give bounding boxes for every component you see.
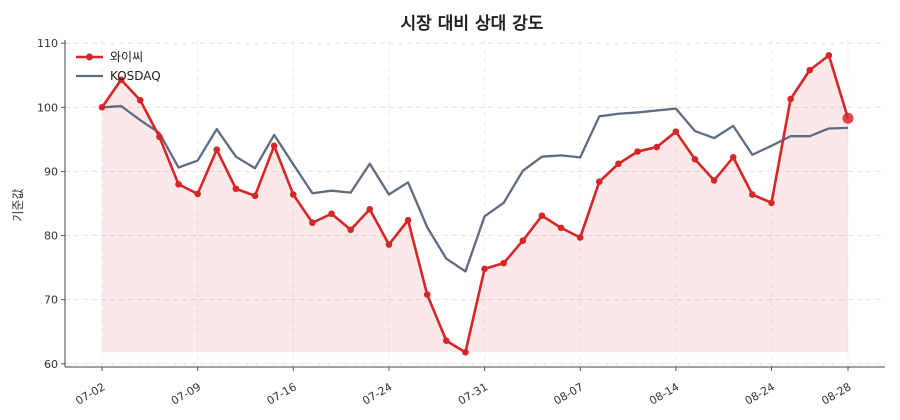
y-axis-label: 기준값 [11, 188, 25, 221]
data-point [500, 259, 507, 267]
chart-title: 시장 대비 상대 강도 [401, 14, 544, 34]
data-point [404, 216, 412, 224]
y-tick-label: 80 [44, 230, 58, 243]
y-tick-label: 110 [37, 37, 58, 50]
data-point [251, 192, 259, 200]
data-point [328, 210, 335, 218]
y-tick-label: 100 [37, 101, 58, 114]
x-tick-label: 08-07 [552, 380, 586, 407]
x-tick-label: 07-31 [456, 380, 490, 407]
x-tick-label: 07-24 [360, 380, 394, 407]
series-line-ycy [100, 54, 850, 354]
data-point [309, 219, 316, 227]
legend-label-ycy: 와이씨 [110, 50, 143, 64]
data-point [710, 177, 718, 184]
data-point [347, 226, 354, 234]
data-point [366, 205, 374, 213]
legend: 와이씨 KOSDAQ [76, 50, 161, 83]
data-point [156, 133, 163, 141]
y-tick-label: 60 [44, 358, 58, 371]
series-layer [98, 52, 854, 356]
data-point [232, 185, 240, 193]
data-point [749, 191, 756, 198]
data-point [270, 142, 278, 150]
data-point [117, 76, 125, 84]
x-tick-label: 08-14 [647, 380, 681, 407]
data-point [691, 155, 699, 163]
data-point [653, 143, 661, 151]
data-point [787, 95, 794, 103]
data-point [672, 128, 680, 135]
data-point [538, 212, 546, 219]
data-point [385, 241, 393, 248]
y-tick-label: 90 [44, 165, 58, 178]
data-point [596, 178, 603, 185]
data-point [634, 148, 641, 155]
data-point [806, 66, 814, 74]
series-line-kosdaq [101, 104, 849, 273]
data-point [136, 96, 144, 104]
data-point-last [842, 112, 854, 124]
x-tick-label: 08-24 [743, 380, 777, 407]
data-point [825, 52, 833, 59]
x-tick-label: 07-09 [169, 380, 203, 407]
grid-lines [65, 40, 885, 367]
data-point [194, 190, 201, 198]
x-tick-label: 08-28 [819, 380, 853, 407]
legend-label-kosdaq: KOSDAQ [110, 69, 161, 83]
y-tick-label: 70 [44, 294, 58, 307]
data-point [729, 154, 737, 161]
data-point [213, 146, 221, 153]
data-point [462, 348, 469, 356]
series-area-fill [102, 55, 848, 353]
data-point [768, 199, 775, 207]
x-tick-label: 07-16 [265, 380, 299, 407]
data-point [576, 234, 584, 241]
data-point [423, 291, 431, 298]
x-tick-label: 07-02 [73, 380, 107, 407]
data-point [557, 224, 565, 232]
data-point [443, 337, 450, 345]
data-point [615, 160, 622, 168]
data-point [98, 104, 106, 111]
data-point [519, 237, 527, 244]
data-point [481, 265, 488, 273]
data-point [289, 191, 297, 198]
data-point [175, 180, 182, 188]
legend-marker-ycy [86, 53, 93, 61]
